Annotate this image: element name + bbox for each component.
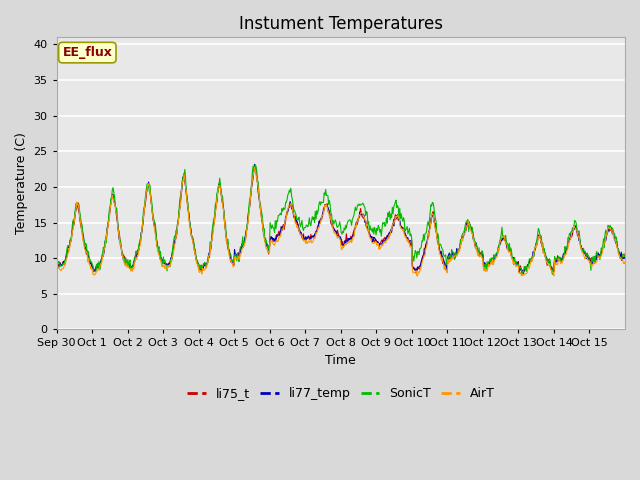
li75_t <box>224 245 232 251</box>
AirT <box>413 273 420 279</box>
SonicT <box>432 218 440 224</box>
li77_temp <box>251 161 259 167</box>
li75_t <box>401 227 408 233</box>
X-axis label: Time: Time <box>326 354 356 367</box>
li75_t <box>518 271 526 276</box>
li77_temp <box>432 228 440 234</box>
li77_temp <box>401 229 408 235</box>
li77_temp <box>275 232 282 238</box>
Legend: li75_t, li77_temp, SonicT, AirT: li75_t, li77_temp, SonicT, AirT <box>182 382 500 405</box>
AirT <box>621 259 629 264</box>
SonicT <box>120 253 127 259</box>
li75_t <box>275 230 282 236</box>
li75_t <box>251 164 259 170</box>
li75_t <box>53 262 61 268</box>
AirT <box>251 165 259 170</box>
Line: AirT: AirT <box>57 168 625 276</box>
li77_temp <box>224 240 232 246</box>
SonicT <box>253 168 260 174</box>
SonicT <box>621 253 629 259</box>
Line: li75_t: li75_t <box>57 167 625 274</box>
AirT <box>433 234 441 240</box>
AirT <box>120 256 127 262</box>
li77_temp <box>253 175 260 181</box>
AirT <box>253 175 260 181</box>
li77_temp <box>120 257 127 263</box>
li77_temp <box>621 253 629 259</box>
SonicT <box>401 217 408 223</box>
AirT <box>53 266 61 272</box>
SonicT <box>275 213 282 218</box>
AirT <box>275 238 282 244</box>
Line: li77_temp: li77_temp <box>57 164 625 274</box>
li75_t <box>120 255 127 261</box>
li75_t <box>432 226 440 232</box>
Title: Instument Temperatures: Instument Temperatures <box>239 15 443 33</box>
li77_temp <box>53 263 61 269</box>
SonicT <box>518 273 526 278</box>
SonicT <box>224 237 232 242</box>
li75_t <box>253 173 260 179</box>
Line: SonicT: SonicT <box>57 165 625 276</box>
li77_temp <box>520 271 527 276</box>
AirT <box>224 242 232 248</box>
AirT <box>401 231 408 237</box>
SonicT <box>53 259 61 265</box>
Text: EE_flux: EE_flux <box>62 46 112 59</box>
li75_t <box>621 251 629 257</box>
Y-axis label: Temperature (C): Temperature (C) <box>15 132 28 234</box>
SonicT <box>252 162 259 168</box>
